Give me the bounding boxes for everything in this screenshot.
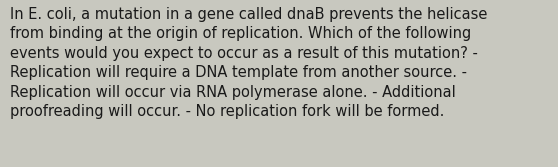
Text: In E. coli, a mutation in a gene called dnaB prevents the helicase
from binding : In E. coli, a mutation in a gene called … <box>10 7 488 119</box>
